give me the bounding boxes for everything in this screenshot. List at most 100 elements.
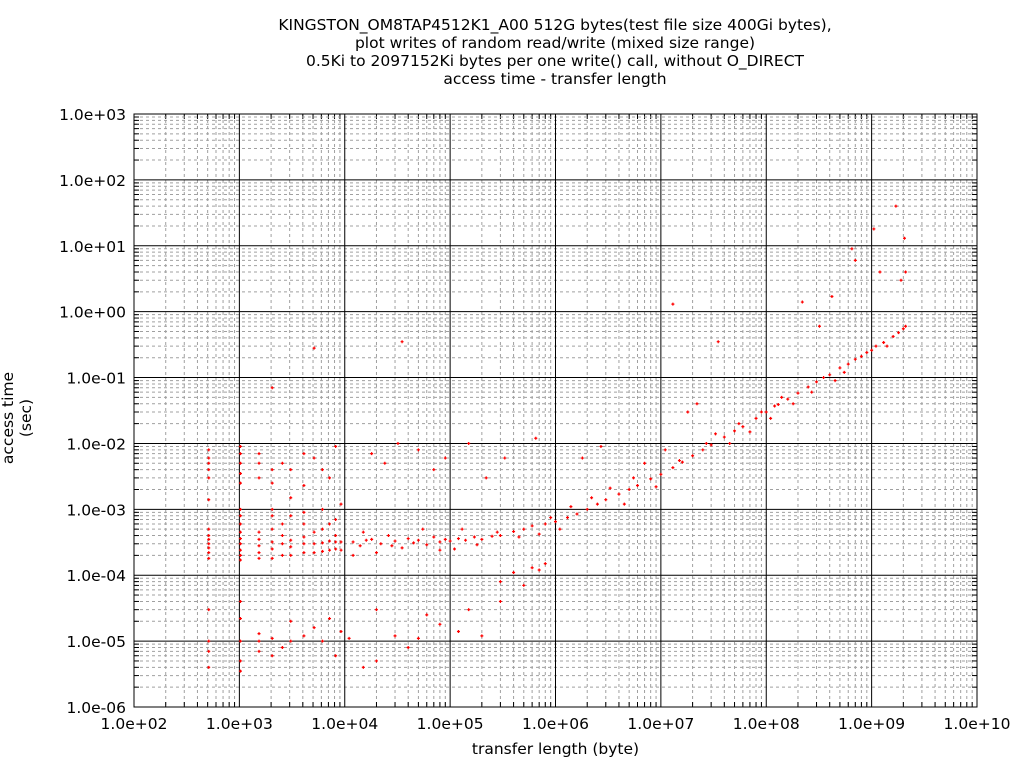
data-point bbox=[432, 468, 436, 472]
data-point bbox=[383, 461, 387, 465]
data-point bbox=[874, 344, 878, 348]
data-point bbox=[328, 617, 332, 621]
data-point bbox=[438, 548, 442, 552]
data-point bbox=[904, 324, 908, 328]
data-point bbox=[543, 562, 547, 566]
data-point bbox=[904, 270, 908, 274]
data-point bbox=[733, 429, 737, 433]
data-point bbox=[897, 331, 901, 335]
data-point bbox=[522, 583, 526, 587]
data-point bbox=[257, 461, 261, 465]
x-tick-label: 1.0e+02 bbox=[101, 715, 168, 733]
data-point bbox=[312, 542, 316, 546]
data-point bbox=[512, 570, 516, 574]
data-point bbox=[270, 556, 274, 560]
data-point bbox=[312, 346, 316, 350]
x-tick-label: 1.0e+09 bbox=[838, 715, 905, 733]
data-point bbox=[257, 556, 261, 560]
data-point bbox=[270, 386, 274, 390]
data-point bbox=[754, 416, 758, 420]
data-point bbox=[361, 665, 365, 669]
data-point bbox=[364, 538, 368, 542]
data-point bbox=[460, 527, 464, 531]
data-point bbox=[806, 385, 810, 389]
data-point bbox=[207, 448, 211, 452]
data-point bbox=[850, 247, 854, 251]
data-point bbox=[490, 534, 494, 538]
data-point bbox=[257, 452, 261, 456]
data-point bbox=[207, 639, 211, 643]
data-point bbox=[728, 441, 732, 445]
data-point bbox=[780, 395, 784, 399]
data-point bbox=[270, 540, 274, 544]
y-tick-label: 1.0e+01 bbox=[59, 238, 126, 256]
data-point bbox=[484, 476, 488, 480]
x-tick-label: 1.0e+06 bbox=[522, 715, 589, 733]
data-point bbox=[810, 390, 814, 394]
data-point bbox=[302, 551, 306, 555]
data-point bbox=[406, 645, 410, 649]
data-point bbox=[207, 534, 211, 538]
data-point bbox=[302, 535, 306, 539]
data-point bbox=[635, 483, 639, 487]
data-point bbox=[894, 204, 898, 208]
data-point bbox=[302, 510, 306, 514]
data-point bbox=[830, 294, 834, 298]
data-point bbox=[207, 461, 211, 465]
data-point bbox=[320, 507, 324, 511]
data-point bbox=[421, 527, 425, 531]
data-point bbox=[899, 278, 903, 282]
data-point bbox=[833, 379, 837, 383]
data-point bbox=[270, 507, 274, 511]
data-point bbox=[257, 649, 261, 653]
data-point bbox=[590, 496, 594, 500]
data-point bbox=[238, 471, 242, 475]
data-point bbox=[608, 486, 612, 490]
data-point bbox=[347, 636, 351, 640]
data-point bbox=[412, 541, 416, 545]
data-point bbox=[585, 507, 589, 511]
data-point bbox=[328, 476, 332, 480]
data-point bbox=[270, 654, 274, 658]
data-point bbox=[865, 351, 869, 355]
data-point bbox=[207, 537, 211, 541]
data-point bbox=[238, 522, 242, 526]
data-point bbox=[302, 522, 306, 526]
data-point bbox=[334, 518, 338, 522]
data-point bbox=[386, 534, 390, 538]
data-point bbox=[716, 340, 720, 344]
data-point bbox=[878, 270, 882, 274]
data-point bbox=[207, 556, 211, 560]
x-tick-label: 1.0e+08 bbox=[733, 715, 800, 733]
data-point bbox=[438, 540, 442, 544]
data-point bbox=[207, 608, 211, 612]
data-point bbox=[456, 629, 460, 633]
data-point bbox=[270, 514, 274, 518]
data-point bbox=[312, 456, 316, 460]
data-point bbox=[649, 477, 653, 481]
data-point bbox=[238, 599, 242, 603]
data-point bbox=[289, 538, 293, 542]
data-point bbox=[549, 516, 553, 520]
data-point bbox=[280, 542, 284, 546]
data-point bbox=[859, 354, 863, 358]
data-point bbox=[522, 527, 526, 531]
data-point bbox=[390, 544, 394, 548]
data-point bbox=[842, 370, 846, 374]
title-line: access time - transfer length bbox=[443, 70, 667, 88]
data-point bbox=[238, 481, 242, 485]
data-point bbox=[663, 448, 667, 452]
data-point bbox=[456, 537, 460, 541]
data-point bbox=[339, 540, 343, 544]
data-point bbox=[334, 534, 338, 538]
data-point bbox=[604, 498, 608, 502]
data-point bbox=[443, 456, 447, 460]
data-point bbox=[796, 391, 800, 395]
data-point bbox=[503, 456, 507, 460]
data-point bbox=[643, 461, 647, 465]
data-point bbox=[238, 617, 242, 621]
data-point bbox=[328, 548, 332, 552]
data-point bbox=[480, 537, 484, 541]
data-point bbox=[659, 472, 663, 476]
data-point bbox=[238, 444, 242, 448]
